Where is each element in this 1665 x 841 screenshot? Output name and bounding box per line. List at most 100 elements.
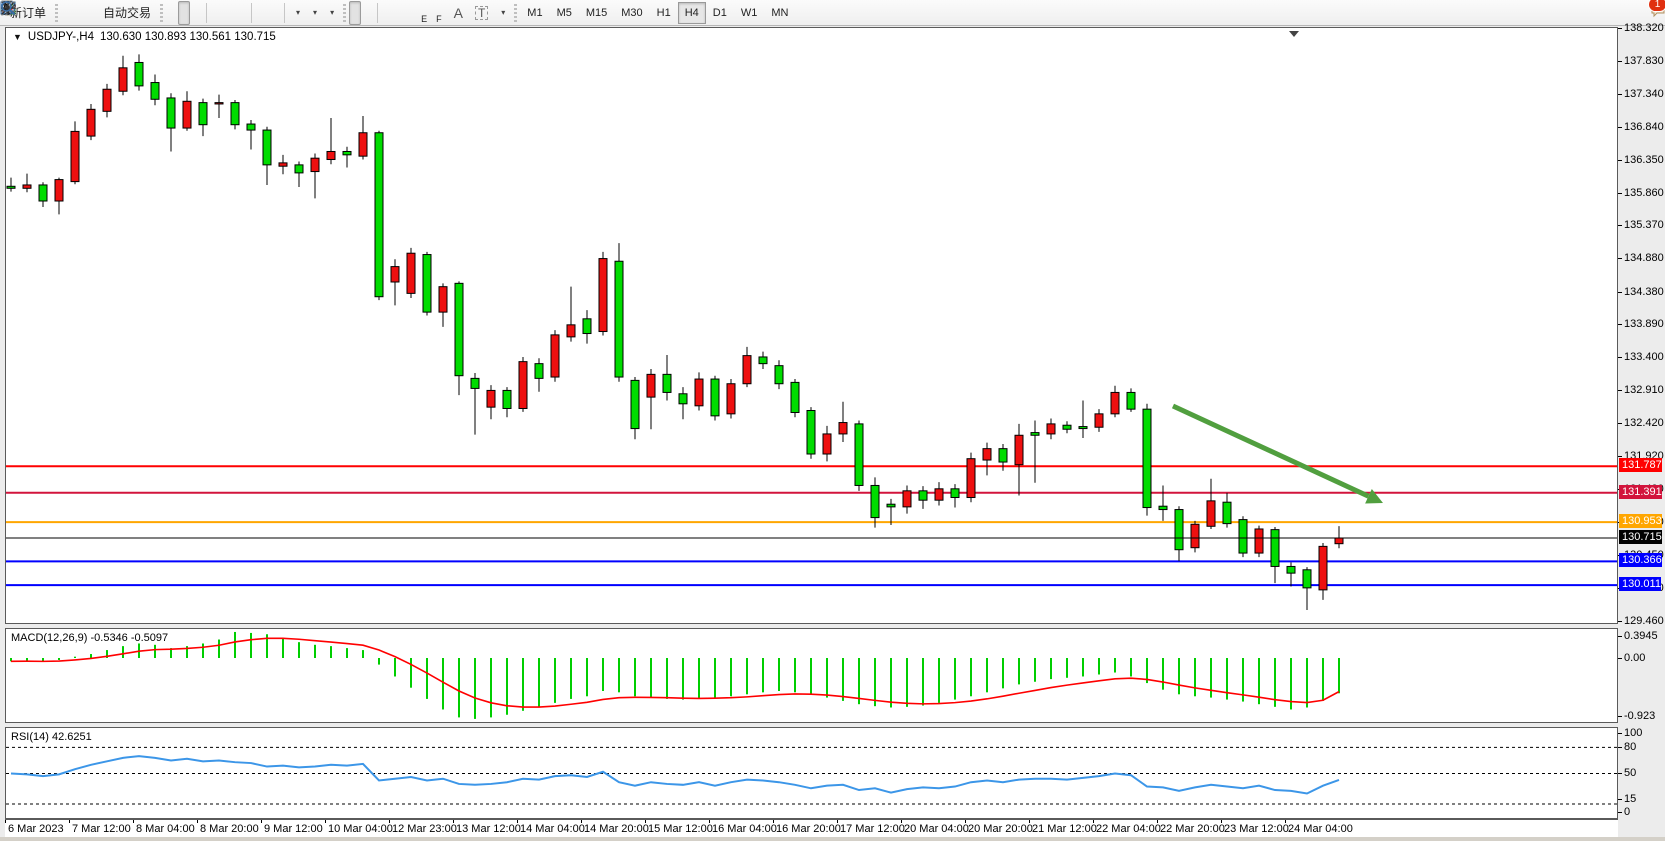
chart-candles-button[interactable] bbox=[1, 0, 191, 25]
time-tick bbox=[1029, 820, 1030, 823]
rsi-axis-label: 80 bbox=[1624, 741, 1637, 753]
zoom-out-button[interactable] bbox=[1, 1, 235, 25]
price-axis-label: 129.460 bbox=[1624, 614, 1664, 627]
rsi-axis-label: 15 bbox=[1624, 793, 1637, 805]
axis-tick bbox=[1618, 324, 1622, 326]
tf-button-m1[interactable]: M1 bbox=[527, 6, 543, 19]
time-tick bbox=[133, 820, 134, 823]
tf-button-w1[interactable]: W1 bbox=[740, 6, 758, 19]
main-chart-panel[interactable] bbox=[5, 27, 1618, 624]
crosshair-tool-button[interactable] bbox=[1, 1, 373, 25]
chart-symbol-period: USDJPY-,H4 bbox=[27, 31, 94, 43]
candle-body bbox=[502, 389, 512, 409]
candle-body bbox=[982, 448, 992, 461]
label-tool-button[interactable]: T bbox=[469, 1, 494, 25]
candle-body bbox=[838, 422, 848, 435]
candle-body bbox=[790, 381, 800, 414]
tf-button-d1[interactable]: D1 bbox=[712, 6, 727, 19]
cursor-tool-button[interactable] bbox=[4, 0, 362, 25]
channel-tool-label: E bbox=[421, 13, 428, 24]
window-bottom-margin bbox=[0, 837, 1665, 841]
candle-body bbox=[646, 373, 656, 398]
chart-title: ▼ USDJPY-,H4 130.630 130.893 130.561 130… bbox=[13, 31, 276, 43]
price-axis[interactable]: 138.320 137.830 137.340 136.840 136.350 135.8… bbox=[1618, 22, 1665, 837]
toolbar-separator bbox=[377, 2, 379, 23]
candle-body bbox=[38, 184, 48, 202]
channel-tool-button[interactable]: E bbox=[0, 0, 433, 25]
tf-button-h4[interactable]: H4 bbox=[677, 1, 706, 24]
text-tool-button[interactable]: A bbox=[448, 1, 469, 25]
time-tick bbox=[389, 820, 390, 823]
candle-body bbox=[1110, 391, 1120, 415]
candle-body bbox=[118, 67, 128, 92]
candle-body bbox=[438, 286, 448, 313]
candle-body bbox=[566, 324, 576, 338]
axis-tick bbox=[1618, 812, 1622, 813]
chart-bars-button[interactable] bbox=[1, 1, 178, 25]
indicators-button[interactable]: ▾ bbox=[0, 1, 306, 25]
candle-body bbox=[966, 458, 976, 499]
candle-body bbox=[918, 490, 928, 501]
time-tick bbox=[645, 820, 646, 823]
axis-tick bbox=[1618, 390, 1622, 392]
search-button[interactable] bbox=[1, 1, 1649, 25]
tf-button-mn[interactable]: MN bbox=[771, 6, 789, 19]
candle-body bbox=[726, 383, 736, 415]
candle-body bbox=[182, 100, 192, 129]
time-axis-label: 20 Mar 20:00 bbox=[968, 823, 1033, 835]
chart-line-button[interactable] bbox=[0, 1, 202, 25]
autoscroll-button[interactable] bbox=[1, 1, 268, 25]
candle-body bbox=[470, 377, 480, 389]
candle-body bbox=[1126, 391, 1136, 410]
tile-windows-button[interactable] bbox=[0, 1, 247, 25]
tf-button-m15[interactable]: M15 bbox=[585, 6, 608, 19]
price-axis-label: 137.340 bbox=[1624, 87, 1664, 100]
candle-body bbox=[198, 102, 208, 126]
notifications-button[interactable]: 1 bbox=[1648, 0, 1665, 25]
candle-body bbox=[1254, 528, 1264, 554]
chart-shift-button[interactable] bbox=[2, 1, 280, 25]
one-click-trading-toggle[interactable]: ▼ bbox=[13, 32, 22, 42]
time-axis-label: 8 Mar 20:00 bbox=[200, 823, 259, 835]
market-watch-button[interactable] bbox=[0, 0, 73, 25]
navigator-button[interactable] bbox=[1, 1, 97, 25]
candle-body bbox=[1014, 434, 1024, 466]
vline-tool-button[interactable] bbox=[7, 1, 394, 25]
hline-tool-button[interactable] bbox=[1, 1, 406, 25]
time-tick bbox=[901, 820, 902, 823]
time-axis-label: 16 Mar 04:00 bbox=[712, 823, 777, 835]
candle-body bbox=[758, 356, 768, 365]
templates-button[interactable]: ▾ bbox=[0, 1, 340, 25]
fibo-tool-button[interactable]: F bbox=[1, 1, 448, 25]
zoom-in-button[interactable] bbox=[1, 1, 223, 25]
time-axis-label: 21 Mar 12:00 bbox=[1032, 823, 1097, 835]
candle-body bbox=[886, 503, 896, 508]
time-axis[interactable]: 6 Mar 2023 7 Mar 12:00 8 Mar 04:00 8 Mar 20… bbox=[5, 819, 1618, 837]
tf-button-m30[interactable]: M30 bbox=[621, 6, 643, 19]
candle-body bbox=[534, 363, 544, 379]
candle-body bbox=[630, 379, 640, 430]
periods-button[interactable]: ▾ bbox=[0, 0, 323, 25]
candle-body bbox=[870, 484, 880, 519]
time-axis-label: 13 Mar 12:00 bbox=[456, 823, 521, 835]
trend-arrow-line bbox=[1171, 403, 1370, 499]
rsi-panel[interactable] bbox=[5, 727, 1618, 819]
candle-body bbox=[166, 97, 176, 129]
candle-body bbox=[294, 164, 304, 174]
candle-body bbox=[454, 282, 464, 377]
autotrading-button[interactable]: 自动交易 bbox=[1, 1, 157, 25]
candle-body bbox=[230, 102, 240, 126]
rsi-axis-label: 50 bbox=[1624, 767, 1637, 779]
trendline-tool-button[interactable] bbox=[1, 1, 418, 25]
arrows-tool-button[interactable]: ▾ bbox=[2, 1, 511, 25]
time-axis-label: 16 Mar 20:00 bbox=[776, 823, 841, 835]
candle-body bbox=[710, 378, 720, 417]
data-window-button[interactable] bbox=[0, 1, 85, 25]
price-axis-label: 135.860 bbox=[1624, 186, 1664, 199]
tf-button-h1[interactable]: H1 bbox=[656, 6, 671, 19]
macd-panel[interactable] bbox=[5, 628, 1618, 723]
price-axis-label: 137.830 bbox=[1624, 54, 1664, 67]
tf-button-m5[interactable]: M5 bbox=[556, 6, 572, 19]
macd-axis-label: -0.923 bbox=[1624, 710, 1656, 722]
